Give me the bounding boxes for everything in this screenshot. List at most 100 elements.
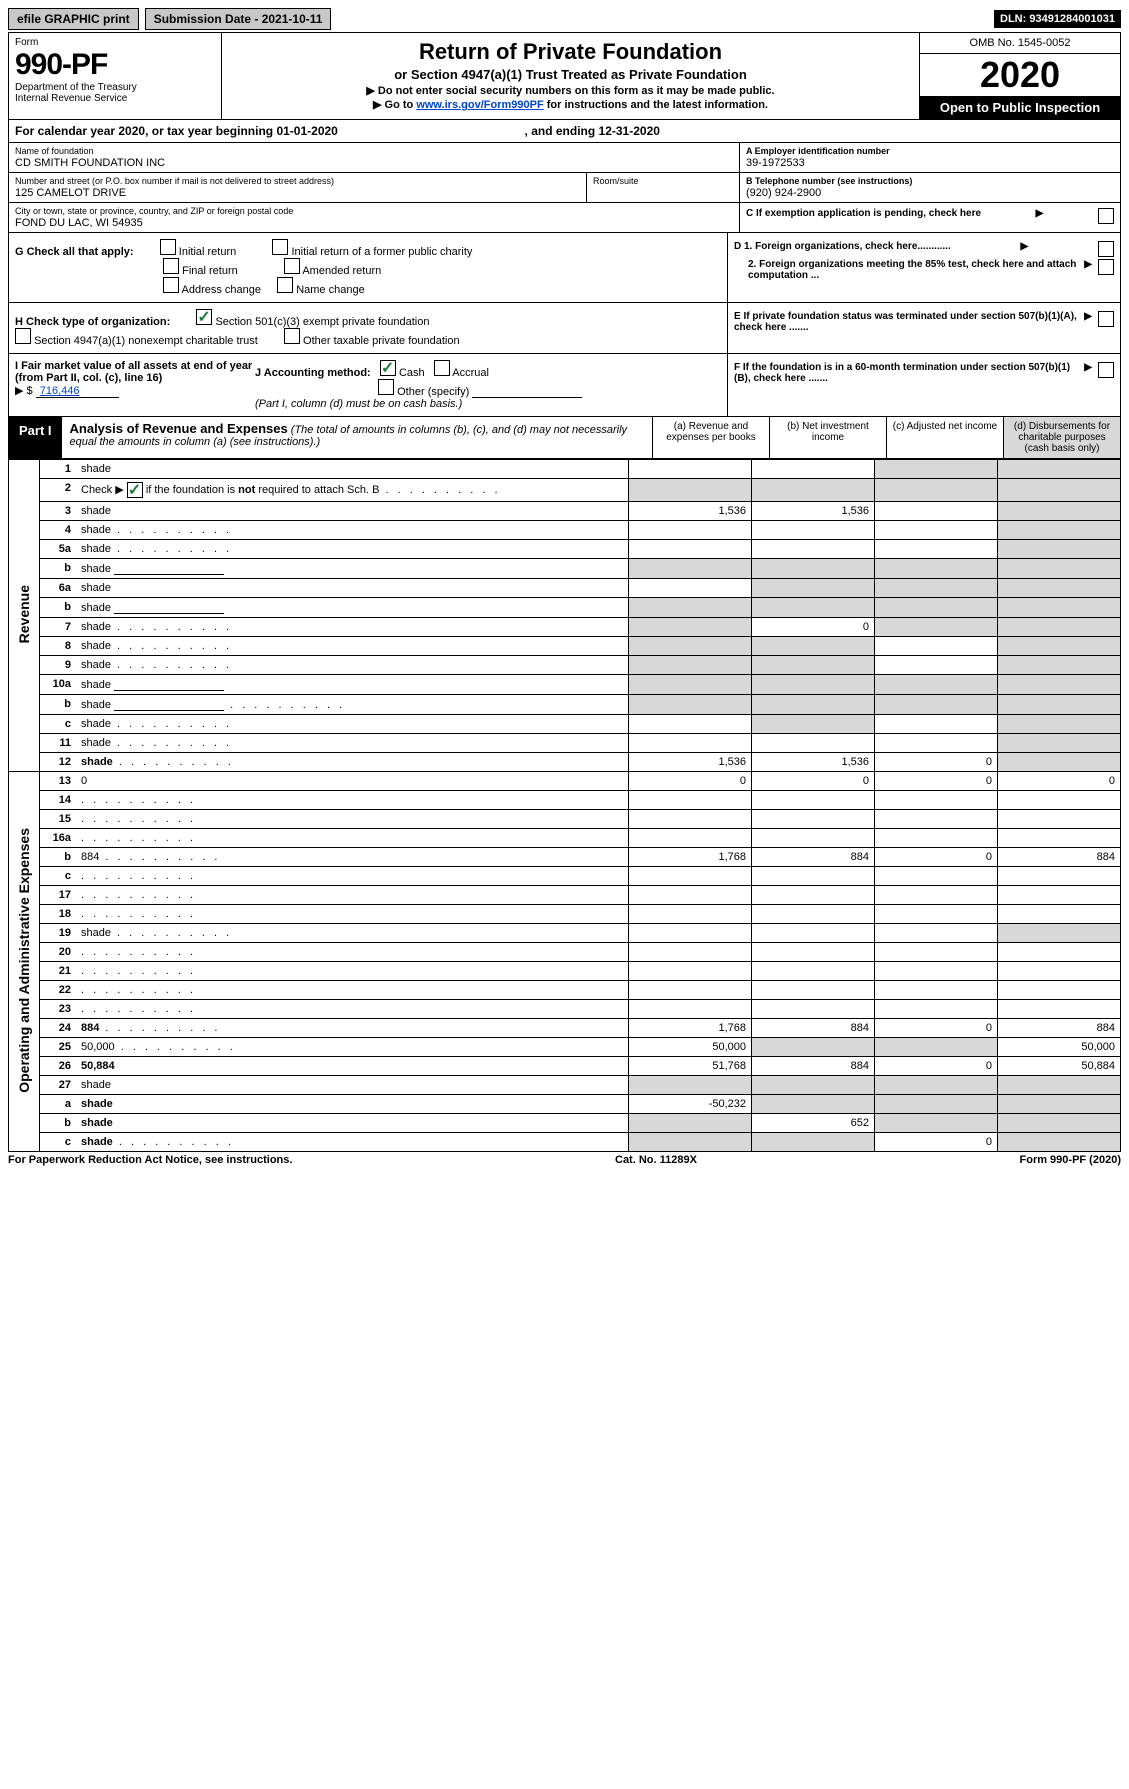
table-cell — [875, 502, 998, 521]
city-label: City or town, state or province, country… — [15, 206, 733, 216]
final-return-cb[interactable] — [163, 258, 179, 274]
row-description: shade — [76, 656, 629, 675]
section-label: Operating and Administrative Expenses — [9, 772, 40, 1152]
row-number: 5a — [40, 540, 77, 559]
form-label: Form — [15, 37, 215, 48]
table-cell — [875, 981, 998, 1000]
table-cell — [629, 637, 752, 656]
table-cell — [998, 479, 1121, 502]
efile-btn[interactable]: efile GRAPHIC print — [8, 8, 139, 30]
section-c-cell: C If exemption application is pending, c… — [740, 203, 1120, 229]
foundation-name: CD SMITH FOUNDATION INC — [15, 157, 733, 169]
table-cell — [998, 810, 1121, 829]
table-cell — [875, 579, 998, 598]
table-row: bshade — [9, 695, 1121, 715]
table-cell — [629, 618, 752, 637]
table-cell: 1,536 — [752, 502, 875, 521]
table-cell: 884 — [752, 848, 875, 867]
table-cell — [752, 598, 875, 618]
d1-checkbox[interactable] — [1098, 241, 1114, 257]
table-cell — [875, 943, 998, 962]
name-change: Name change — [296, 284, 365, 296]
d2-label: 2. Foreign organizations meeting the 85%… — [748, 259, 1076, 281]
section-h-e: H Check type of organization: Section 50… — [8, 303, 1121, 354]
table-cell — [875, 1095, 998, 1114]
table-row: 248841,7688840884 — [9, 1019, 1121, 1038]
f-checkbox[interactable] — [1098, 362, 1114, 378]
accrual-cb[interactable] — [434, 360, 450, 376]
row-number: c — [40, 867, 77, 886]
initial-former: Initial return of a former public charit… — [291, 246, 472, 258]
part1-title: Analysis of Revenue and Expenses — [70, 421, 288, 436]
table-cell — [629, 656, 752, 675]
d1-label: D 1. Foreign organizations, check here..… — [734, 241, 951, 252]
table-cell — [629, 479, 752, 502]
table-cell — [629, 715, 752, 734]
room-label: Room/suite — [587, 173, 739, 202]
row-number: 17 — [40, 886, 77, 905]
table-cell — [629, 579, 752, 598]
cash-cb[interactable] — [380, 360, 396, 376]
row-description — [76, 791, 629, 810]
row-description: 50,000 — [76, 1038, 629, 1057]
table-cell — [752, 962, 875, 981]
table-cell: 884 — [752, 1019, 875, 1038]
col-d-head: (d) Disbursements for charitable purpose… — [1003, 417, 1120, 458]
c-checkbox[interactable] — [1098, 208, 1114, 224]
name-change-cb[interactable] — [277, 277, 293, 293]
table-row: 14 — [9, 791, 1121, 810]
other-taxable-cb[interactable] — [284, 328, 300, 344]
4947-cb[interactable] — [15, 328, 31, 344]
col-a-head: (a) Revenue and expenses per books — [652, 417, 769, 458]
row-number: a — [40, 1095, 77, 1114]
table-cell — [998, 867, 1121, 886]
section-label: Revenue — [9, 460, 40, 772]
arrow-icon: ▶ — [1084, 259, 1092, 270]
table-cell — [998, 791, 1121, 810]
other-specify-blank[interactable] — [472, 385, 582, 398]
table-cell — [752, 1095, 875, 1114]
section-e: E If private foundation status was termi… — [727, 303, 1120, 353]
table-cell — [752, 734, 875, 753]
table-cell: 50,000 — [998, 1038, 1121, 1057]
table-cell — [998, 618, 1121, 637]
table-cell — [875, 791, 998, 810]
row-number: 2 — [40, 479, 77, 502]
table-row: 27shade — [9, 1076, 1121, 1095]
calyear-mid: , and ending — [525, 124, 599, 138]
table-cell — [752, 695, 875, 715]
address-change: Address change — [182, 284, 262, 296]
row-description — [76, 886, 629, 905]
4947-label: Section 4947(a)(1) nonexempt charitable … — [34, 335, 258, 347]
row-description: shade — [76, 502, 629, 521]
form-id-footer: Form 990-PF (2020) — [1020, 1154, 1121, 1166]
form-title: Return of Private Foundation — [230, 39, 911, 65]
section-j: J Accounting method: Cash Accrual Other … — [255, 360, 721, 410]
row-description: 0 — [76, 772, 629, 791]
initial-former-cb[interactable] — [272, 239, 288, 255]
table-cell — [629, 521, 752, 540]
irs-link[interactable]: www.irs.gov/Form990PF — [416, 99, 543, 111]
table-cell — [629, 734, 752, 753]
row-number: 12 — [40, 753, 77, 772]
table-cell — [998, 540, 1121, 559]
table-cell — [875, 829, 998, 848]
row-number: 7 — [40, 618, 77, 637]
amended-return-cb[interactable] — [284, 258, 300, 274]
table-cell — [752, 1076, 875, 1095]
d2-checkbox[interactable] — [1098, 259, 1114, 275]
initial-return-cb[interactable] — [160, 239, 176, 255]
e-checkbox[interactable] — [1098, 311, 1114, 327]
table-row: 16a — [9, 829, 1121, 848]
entity-info: Name of foundation CD SMITH FOUNDATION I… — [8, 143, 1121, 233]
table-cell — [629, 1114, 752, 1133]
address-change-cb[interactable] — [163, 277, 179, 293]
row-description: shade — [76, 618, 629, 637]
arrow-icon: ▶ — [1084, 362, 1092, 373]
row-number: 15 — [40, 810, 77, 829]
table-cell — [752, 1000, 875, 1019]
row-description: 884 — [76, 848, 629, 867]
header-left: Form 990-PF Department of the Treasury I… — [9, 33, 222, 119]
501c3-cb[interactable] — [196, 309, 212, 325]
other-method-cb[interactable] — [378, 379, 394, 395]
